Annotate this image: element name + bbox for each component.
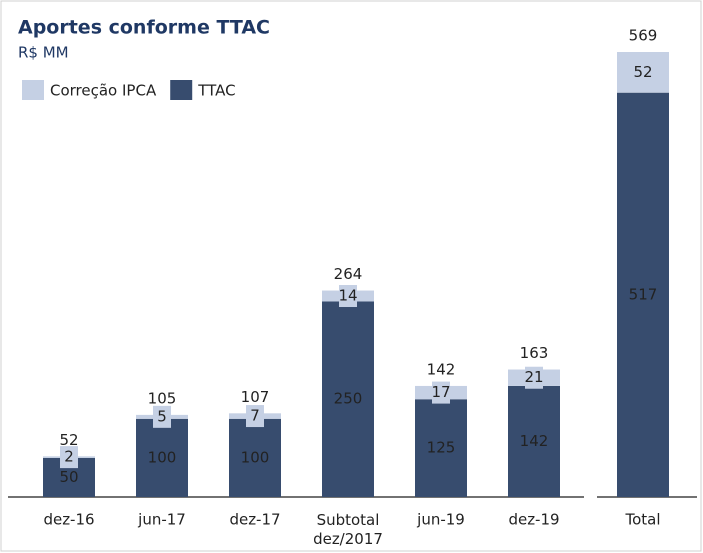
total-label: 569 [629,27,658,45]
bar-segment [508,385,560,497]
x-tick-label: Total [624,511,660,529]
total-label: 52 [59,431,78,449]
data-label: 250 [334,390,363,408]
total-label: 107 [241,388,270,406]
x-tick-label: jun-17 [137,511,186,529]
data-label: 142 [520,432,549,450]
data-label: 517 [629,285,658,303]
data-label: 125 [427,439,456,457]
bar-segment [617,52,669,93]
label-box [153,405,171,428]
legend-swatch [22,80,44,100]
total-label: 105 [148,389,177,407]
x-tick-label: dez-16 [43,511,94,529]
x-tick-label: jun-19 [416,511,465,529]
legend-label: Correção IPCA [50,82,157,100]
label-box [525,366,543,389]
label-box [432,381,450,404]
data-label: 21 [524,368,543,386]
x-tick-label: Subtotal dez/2017 [313,511,383,548]
total-label: 142 [427,360,456,378]
data-label: 52 [633,63,652,81]
bar-segment [229,418,281,497]
chart-title: Aportes conforme TTAC [18,17,270,39]
data-label: 17 [431,383,450,401]
total-label: 163 [520,344,549,362]
legend-swatch [170,80,193,100]
label-box [339,285,357,308]
data-label: 7 [250,407,260,425]
bar-segment [617,92,669,497]
bar-segment [136,418,188,497]
data-label: 14 [338,287,357,305]
chart-subtitle: R$ MM [18,44,69,62]
x-tick-label: dez-17 [229,511,280,529]
bar-segment [322,301,374,497]
total-label: 264 [334,265,363,283]
data-label: 5 [157,407,167,425]
data-label: 50 [59,468,78,486]
data-label: 100 [148,448,177,466]
legend-label: TTAC [197,82,235,100]
label-box [60,446,78,469]
x-tick-label: dez-19 [508,511,559,529]
data-label: 2 [64,448,74,466]
data-label: 100 [241,448,270,466]
bar-segment [415,399,467,497]
label-box [246,405,264,428]
